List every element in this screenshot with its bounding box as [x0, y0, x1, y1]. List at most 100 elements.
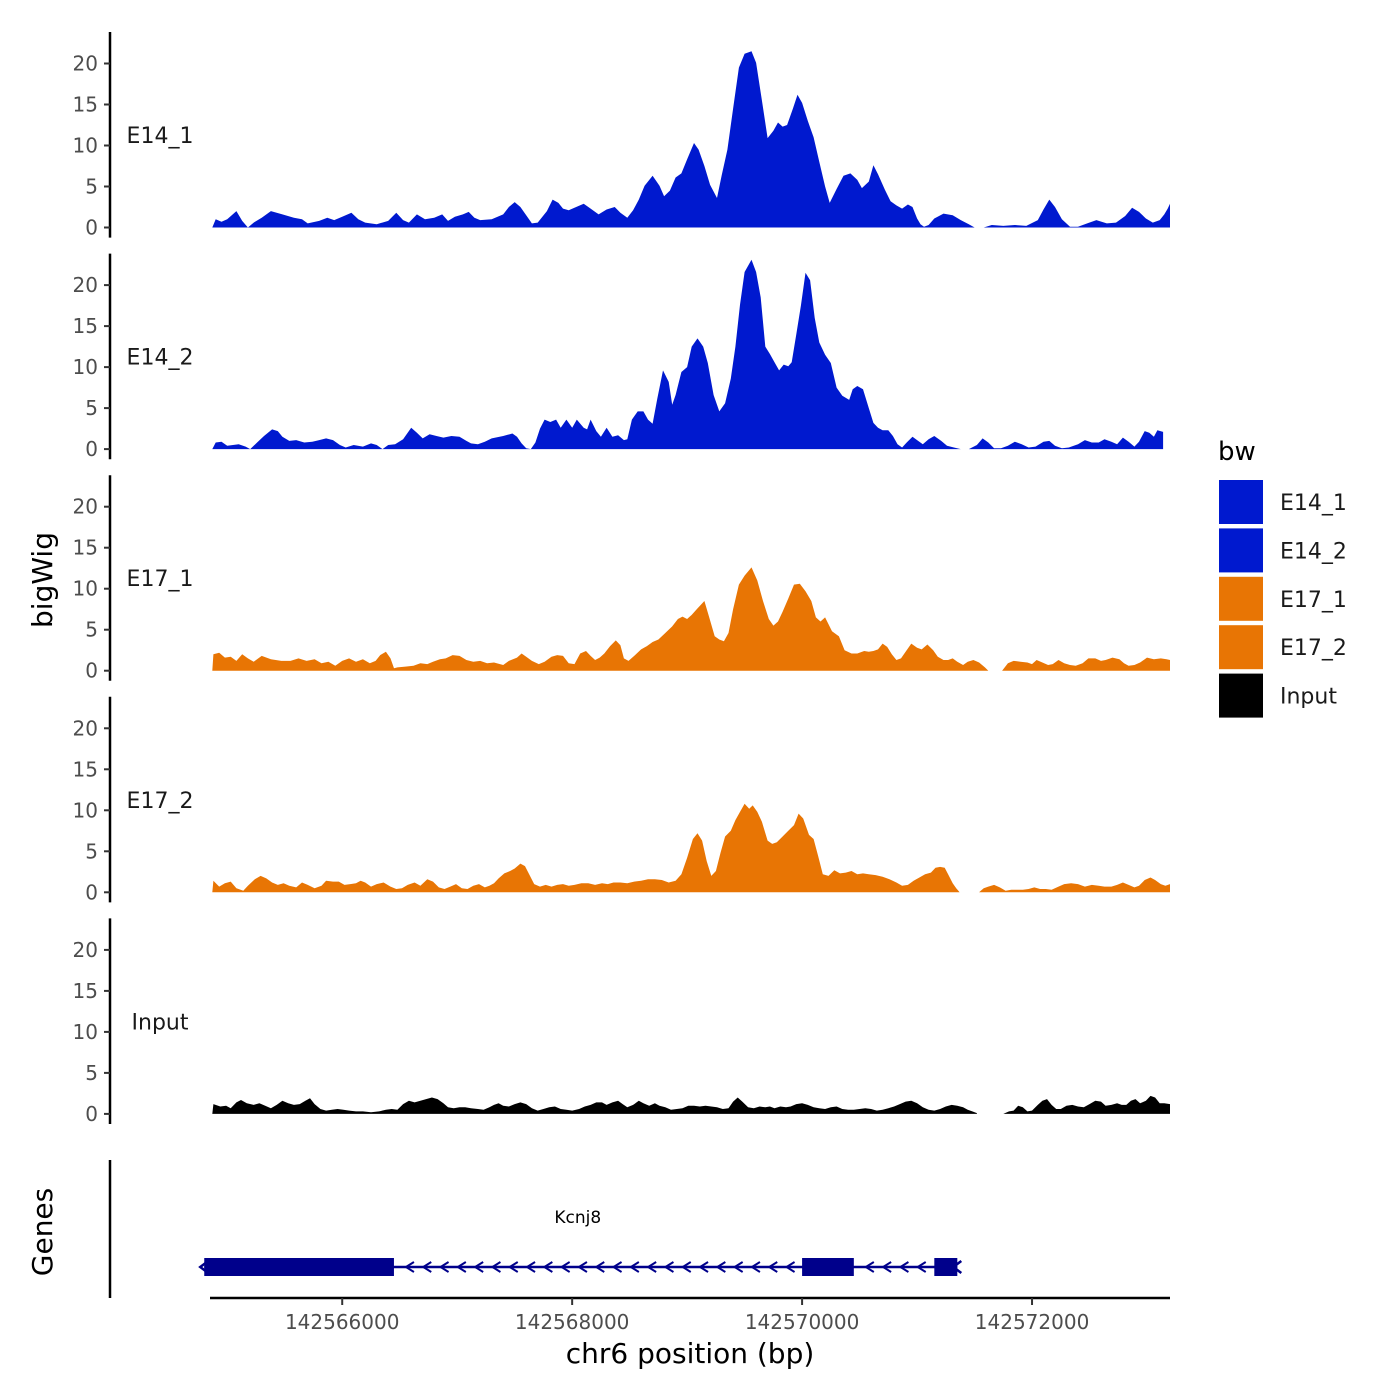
gene-exon [934, 1258, 958, 1276]
area-E14_1 [212, 51, 1171, 228]
track-label: E17_2 [127, 789, 194, 814]
gene-Kcnj8: Kcnj8 [198, 1208, 963, 1276]
legend-label: E14_1 [1280, 491, 1347, 516]
strand-arrow [577, 1261, 588, 1273]
x-tick-label: 142568000 [515, 1310, 630, 1334]
y-tick-label: 15 [73, 536, 98, 560]
y-tick-label: 20 [73, 52, 98, 76]
y-tick-label: 10 [73, 577, 98, 601]
y-tick-label: 0 [85, 659, 98, 683]
strand-arrow [732, 1261, 744, 1273]
y-tick-label: 5 [85, 175, 98, 199]
y-tick-label: 15 [73, 314, 98, 338]
legend-swatch [1219, 625, 1263, 670]
legend-label: E14_2 [1280, 539, 1347, 564]
x-tick-label: 142570000 [745, 1310, 860, 1334]
strand-arrow [507, 1261, 519, 1273]
y-axis-title: bigWig [26, 532, 59, 628]
track-panels: 05101520E14_105101520E14_205101520E17_10… [73, 32, 1171, 1126]
y-tick-label: 5 [85, 1061, 98, 1085]
gene-end-arrow [951, 1260, 963, 1274]
legend-swatch [1219, 480, 1263, 524]
strand-arrow [542, 1261, 553, 1273]
strand-arrow [881, 1261, 892, 1273]
strand-arrow [525, 1261, 536, 1273]
y-tick-label: 15 [73, 93, 98, 117]
strand-arrow [473, 1261, 484, 1273]
strand-arrow [594, 1261, 605, 1273]
gene-exon [802, 1258, 854, 1276]
area-E17_2 [979, 877, 1170, 893]
track-E14_1: 0 5 10 15 20 E14_1 [73, 32, 1171, 240]
legend-swatch [1219, 528, 1263, 573]
y-tick-label: 5 [85, 396, 98, 420]
y-tick-label: 15 [73, 979, 98, 1003]
track-Input: 0 5 10 15 20 Input [73, 918, 1170, 1126]
gene-panel: Kcnj8 [108, 1160, 963, 1298]
strand-arrow [404, 1261, 415, 1273]
legend-item: E14_2 [1219, 528, 1347, 573]
strand-arrow [715, 1261, 726, 1273]
strand-arrow [438, 1261, 450, 1273]
y-tick-label: 10 [73, 355, 98, 379]
x-axis-title: chr6 position (bp) [566, 1337, 815, 1370]
legend-label: E17_2 [1280, 636, 1347, 661]
y-tick-label: 20 [73, 495, 98, 519]
legend-items: E14_1 E14_2 E17_1 E17_2 Input [1219, 480, 1347, 718]
area-Input [212, 1097, 977, 1114]
strand-arrow [784, 1261, 796, 1273]
strand-arrow [490, 1261, 501, 1273]
strand-arrow [559, 1261, 571, 1273]
strand-arrow [455, 1261, 467, 1273]
strand-arrow [611, 1261, 623, 1273]
strand-arrow [698, 1261, 709, 1273]
y-tick-label: 20 [73, 716, 98, 740]
legend-title: bw [1218, 437, 1256, 467]
y-tick-label: 5 [85, 618, 98, 642]
strand-arrow [646, 1261, 657, 1273]
y-tick-label: 10 [73, 798, 98, 822]
y-tick-label: 20 [73, 938, 98, 962]
legend-item: Input [1219, 673, 1337, 718]
y-tick-label: 15 [73, 757, 98, 781]
track-label: Input [132, 1010, 189, 1035]
gene-label: Kcnj8 [554, 1208, 601, 1228]
strand-arrow [863, 1261, 875, 1273]
area-Input [1003, 1095, 1170, 1114]
x-tick-label: 142572000 [975, 1310, 1090, 1334]
strand-arrow [750, 1261, 761, 1273]
y-tick-label: 10 [73, 1020, 98, 1044]
strand-arrow [767, 1261, 778, 1273]
y-tick-label: 20 [73, 273, 98, 297]
y-tick-label: 0 [85, 437, 98, 461]
y-tick-label: 0 [85, 880, 98, 904]
legend-label: Input [1280, 685, 1337, 710]
x-tick-label: 142566000 [285, 1310, 400, 1334]
legend-item: E14_1 [1219, 480, 1347, 524]
gene-end-arrow [198, 1260, 210, 1274]
strand-arrow [898, 1261, 909, 1273]
legend-swatch [1219, 673, 1263, 718]
strand-arrow [421, 1261, 432, 1273]
x-axis: 142566000 142568000 142570000 142572000 [210, 1296, 1170, 1334]
legend-swatch [1219, 576, 1263, 621]
track-E14_2: 0 5 10 15 20 E14_2 [73, 253, 1164, 461]
gene-exon [204, 1258, 394, 1276]
genes-axis-title: Genes [26, 1188, 59, 1276]
strand-arrow [680, 1261, 692, 1273]
strand-arrow [915, 1261, 927, 1273]
legend-item: E17_1 [1219, 576, 1347, 621]
area-E17_1 [1002, 657, 1170, 671]
strand-arrow [628, 1261, 640, 1273]
legend-label: E17_1 [1280, 588, 1347, 613]
legend: bw E14_1 E14_2 E17_1 E17_2 Input [1218, 437, 1347, 718]
track-label: E17_1 [127, 567, 194, 592]
y-tick-label: 0 [85, 216, 98, 240]
track-E17_1: 0 5 10 15 20 E17_1 [73, 475, 1170, 683]
track-label: E14_2 [127, 346, 194, 371]
legend-item: E17_2 [1219, 625, 1347, 670]
y-tick-label: 0 [85, 1102, 98, 1126]
area-E14_2 [212, 259, 1164, 450]
track-E17_2: 0 5 10 15 20 E17_2 [73, 696, 1170, 904]
